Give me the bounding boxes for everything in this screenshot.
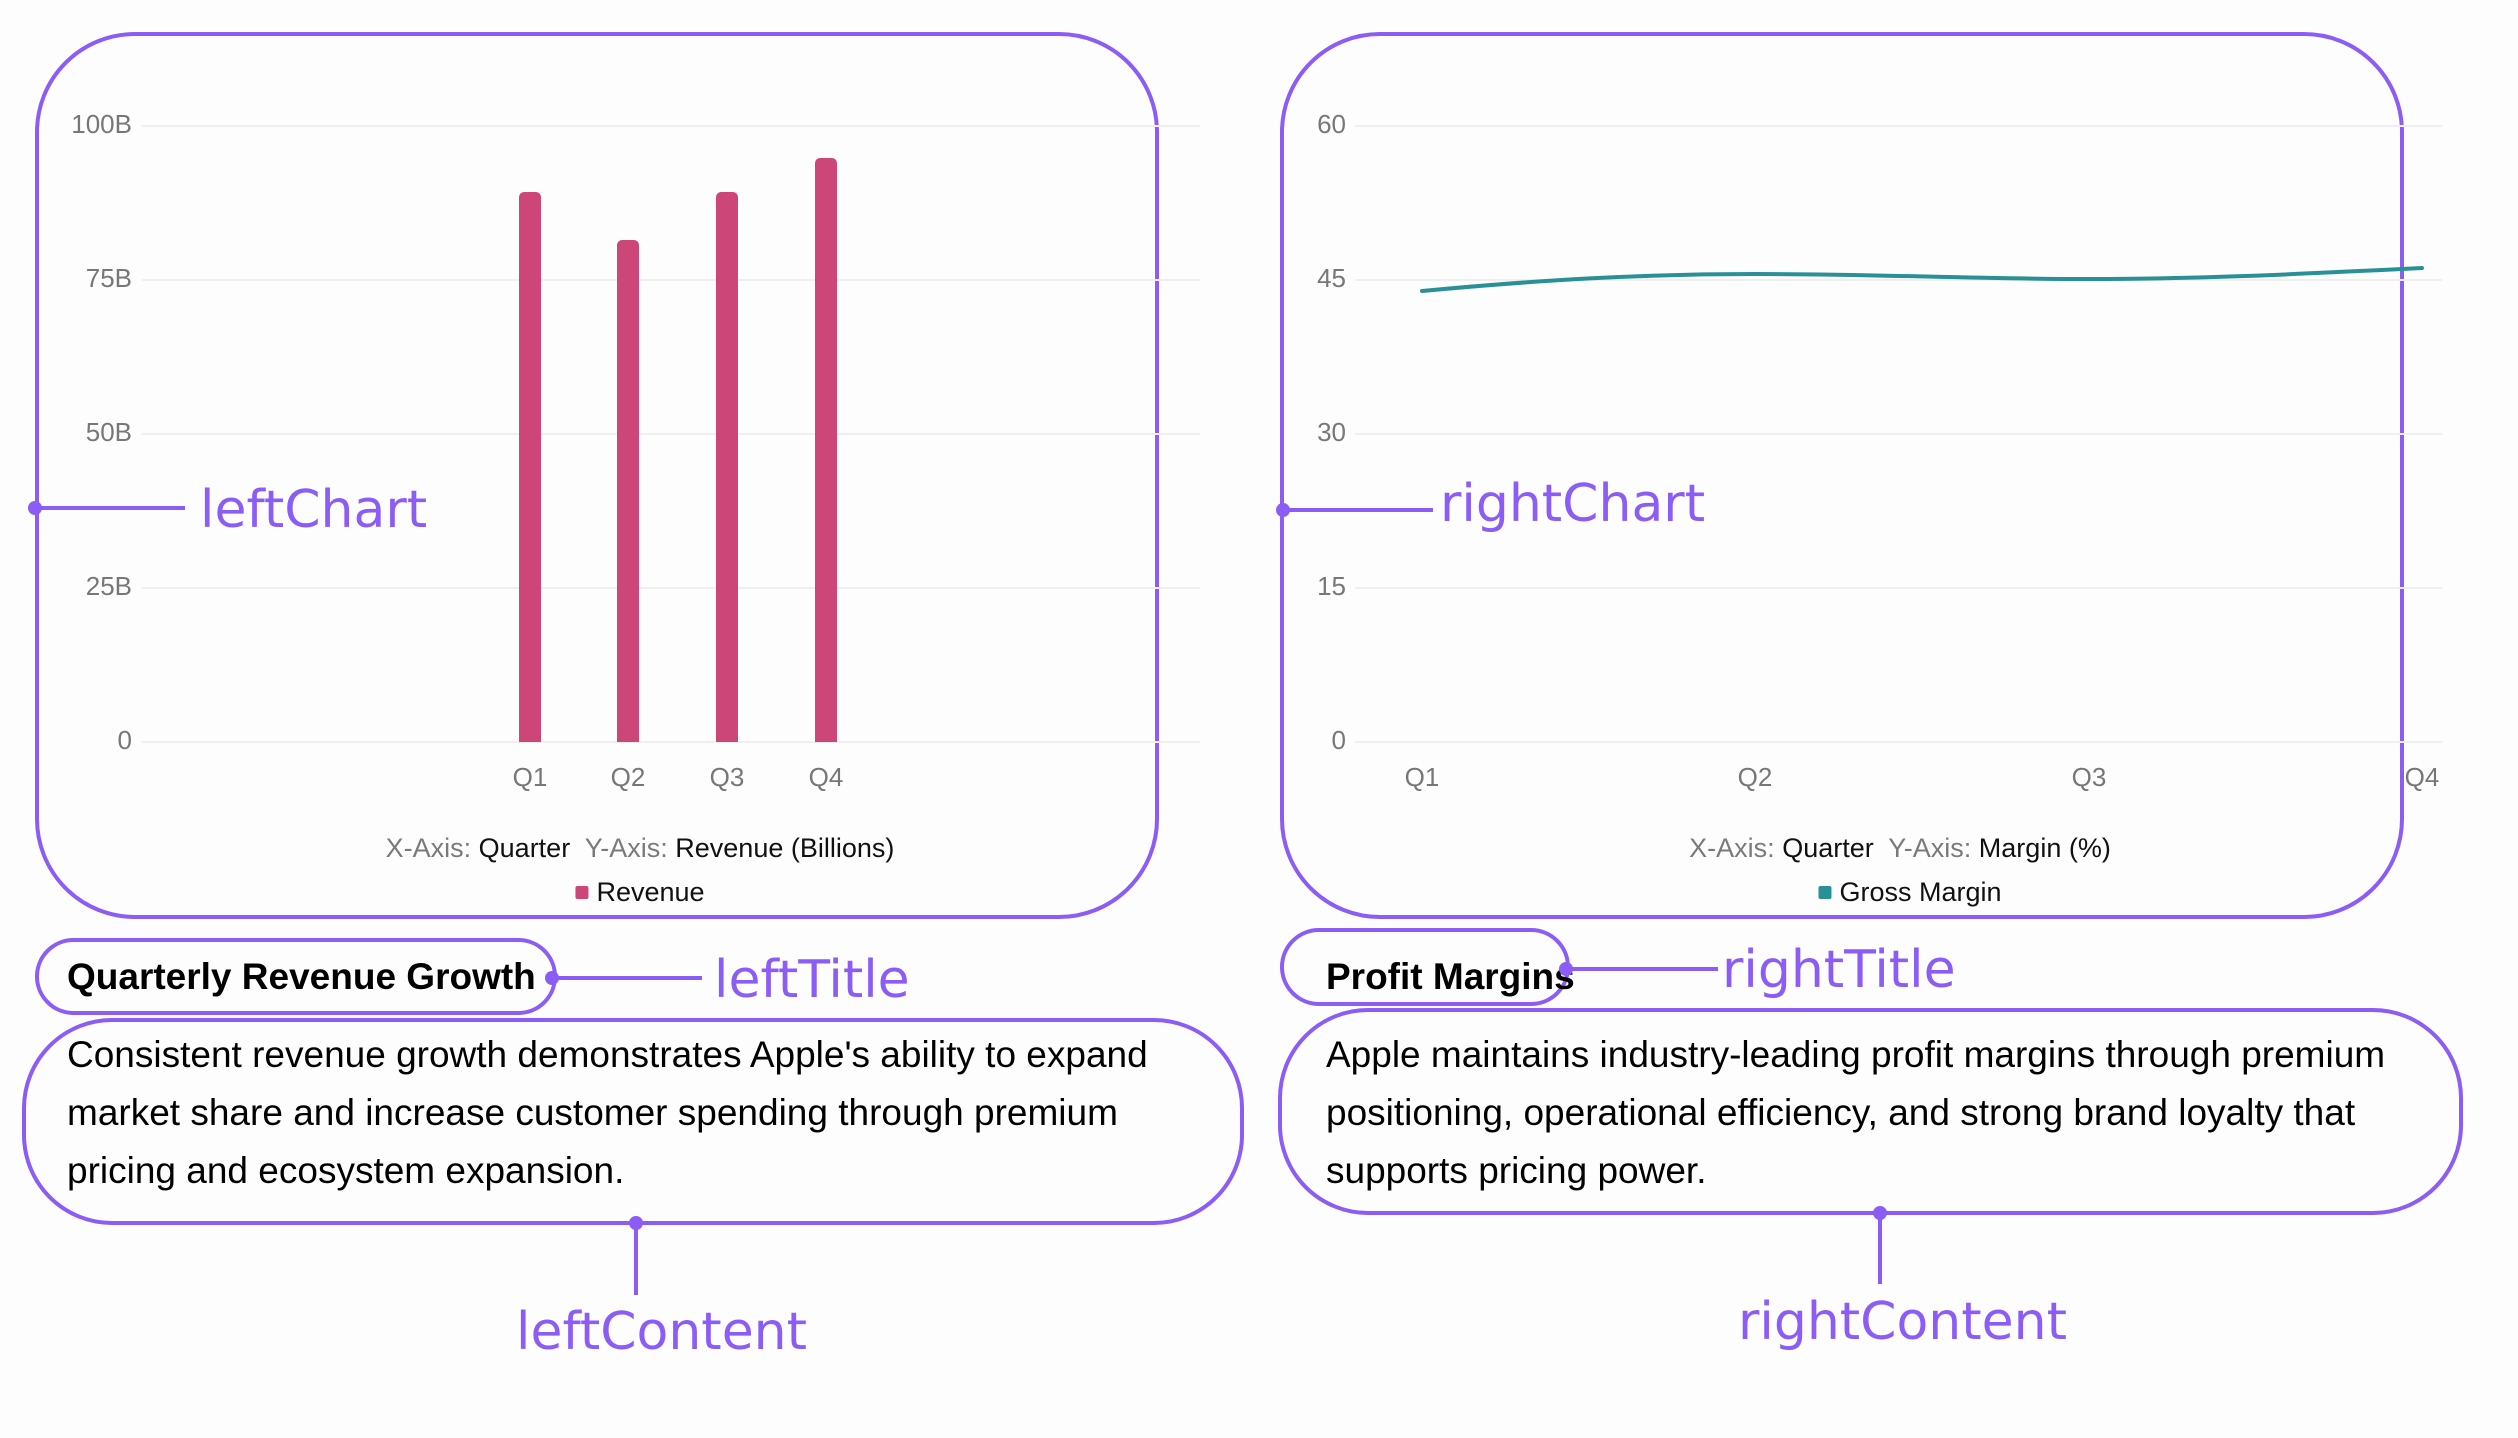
gridline (142, 125, 1200, 127)
x-axis-key: X-Axis: (385, 833, 472, 863)
y-tick-label: 60 (1317, 109, 1346, 139)
gridline (142, 433, 1200, 435)
y-tick-label: 0 (117, 725, 132, 755)
x-axis-value: Quarter (1782, 833, 1874, 863)
y-axis-key: Y-Axis: (1888, 833, 1972, 863)
right-content: Apple maintains industry-leading profit … (1326, 1034, 2386, 1191)
x-tick-label: Q2 (1737, 762, 1773, 792)
gridline (1355, 741, 2442, 743)
y-axis-value: Revenue (Billions) (675, 833, 895, 863)
x-tick-label: Q3 (2071, 762, 2107, 792)
annotation-connector (552, 976, 702, 980)
annotation-right-content: rightContent (1738, 1292, 2067, 1352)
annotation-connector (1283, 508, 1433, 512)
gridline (1355, 433, 2442, 435)
gridline (1355, 279, 2442, 281)
legend-label: Gross Margin (1839, 877, 2002, 907)
gridline (142, 587, 1200, 589)
annotation-left-chart: leftChart (200, 480, 428, 540)
bar-q2[interactable] (617, 240, 639, 742)
y-tick-label: 25B (85, 571, 132, 601)
right-content-box (1278, 1008, 2463, 1215)
bar-q4[interactable] (815, 158, 837, 742)
axis-info: X-Axis: Quarter Y-Axis: Revenue (Billion… (386, 832, 895, 864)
annotation-connector (1878, 1212, 1882, 1284)
y-tick-label: 75B (85, 263, 132, 293)
y-axis-key: Y-Axis: (584, 833, 668, 863)
bar-q3[interactable] (716, 192, 738, 742)
left-title: Quarterly Revenue Growth (67, 956, 536, 997)
axis-info: X-Axis: Quarter Y-Axis: Margin (%) (1689, 832, 2111, 864)
legend-swatch-icon (575, 885, 589, 899)
x-axis-key: X-Axis: (1689, 833, 1775, 863)
annotation-connector (35, 506, 185, 510)
y-tick-label: 15 (1317, 571, 1346, 601)
y-tick-label: 45 (1317, 263, 1346, 293)
x-tick-label: Q4 (808, 762, 844, 792)
annotation-left-content: leftContent (516, 1302, 808, 1362)
gridline (142, 279, 1200, 281)
x-tick-label: Q2 (610, 762, 646, 792)
x-tick-label: Q3 (709, 762, 745, 792)
x-axis-value: Quarter (478, 833, 571, 863)
left-content: Consistent revenue growth demonstrates A… (67, 1034, 1148, 1191)
y-axis-value: Margin (%) (1978, 833, 2111, 863)
legend-label: Revenue (596, 877, 705, 907)
y-tick-label: 50B (85, 417, 132, 447)
annotation-left-title: leftTitle (714, 950, 910, 1010)
left-chart-container (35, 32, 1159, 919)
y-tick-label: 30 (1317, 417, 1346, 447)
annotation-right-chart: rightChart (1440, 474, 1706, 534)
x-tick-label: Q1 (1404, 762, 1440, 792)
legend[interactable]: Revenue (575, 876, 705, 908)
legend[interactable]: Gross Margin (1818, 876, 2002, 908)
bar-q1[interactable] (519, 192, 541, 742)
y-tick-label: 100B (71, 109, 132, 139)
y-tick-label: 0 (1331, 725, 1346, 755)
x-tick-label: Q4 (2404, 762, 2440, 792)
x-tick-label: Q1 (512, 762, 548, 792)
gridline (1355, 125, 2442, 127)
right-title: Profit Margins (1326, 956, 1575, 997)
annotation-connector (1566, 967, 1718, 971)
annotation-connector (634, 1222, 638, 1295)
gridline (142, 741, 1200, 743)
annotation-right-title: rightTitle (1722, 940, 1956, 1000)
gridline (1355, 587, 2442, 589)
right-chart-container (1280, 32, 2404, 919)
legend-swatch-icon (1818, 885, 1832, 899)
